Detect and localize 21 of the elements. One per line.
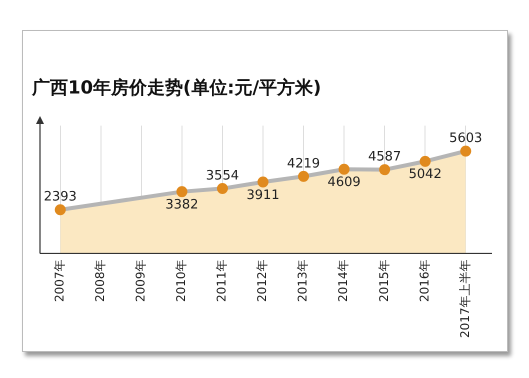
data-label: 4219 xyxy=(287,156,320,172)
data-label: 5042 xyxy=(408,167,442,182)
x-tick-label: 2009年 xyxy=(133,259,148,302)
x-tick-label: 2011年 xyxy=(214,259,229,302)
x-tick-label: 2012年 xyxy=(255,259,270,302)
x-tick-label: 2007年 xyxy=(52,259,66,302)
x-tick-label: 2016年 xyxy=(417,259,432,302)
x-tick-label: 2013年 xyxy=(296,259,310,302)
x-tick-label: 2017年上半年 xyxy=(458,259,472,338)
x-tick-label: 2015年 xyxy=(376,259,391,302)
data-label: 4587 xyxy=(368,150,402,165)
data-label: 3382 xyxy=(165,198,198,213)
data-label: 5603 xyxy=(449,130,482,146)
data-label: 3554 xyxy=(206,168,239,184)
chart-title: 广西10年房价走势(单位:元/平方米) xyxy=(31,77,322,98)
x-tick-label: 2010年 xyxy=(174,259,188,302)
x-tick-label: 2014年 xyxy=(336,259,350,302)
data-label: 4609 xyxy=(328,175,361,190)
data-label: 2393 xyxy=(44,190,77,205)
x-tick-label: 2008年 xyxy=(92,259,107,302)
data-label: 3911 xyxy=(246,188,280,203)
